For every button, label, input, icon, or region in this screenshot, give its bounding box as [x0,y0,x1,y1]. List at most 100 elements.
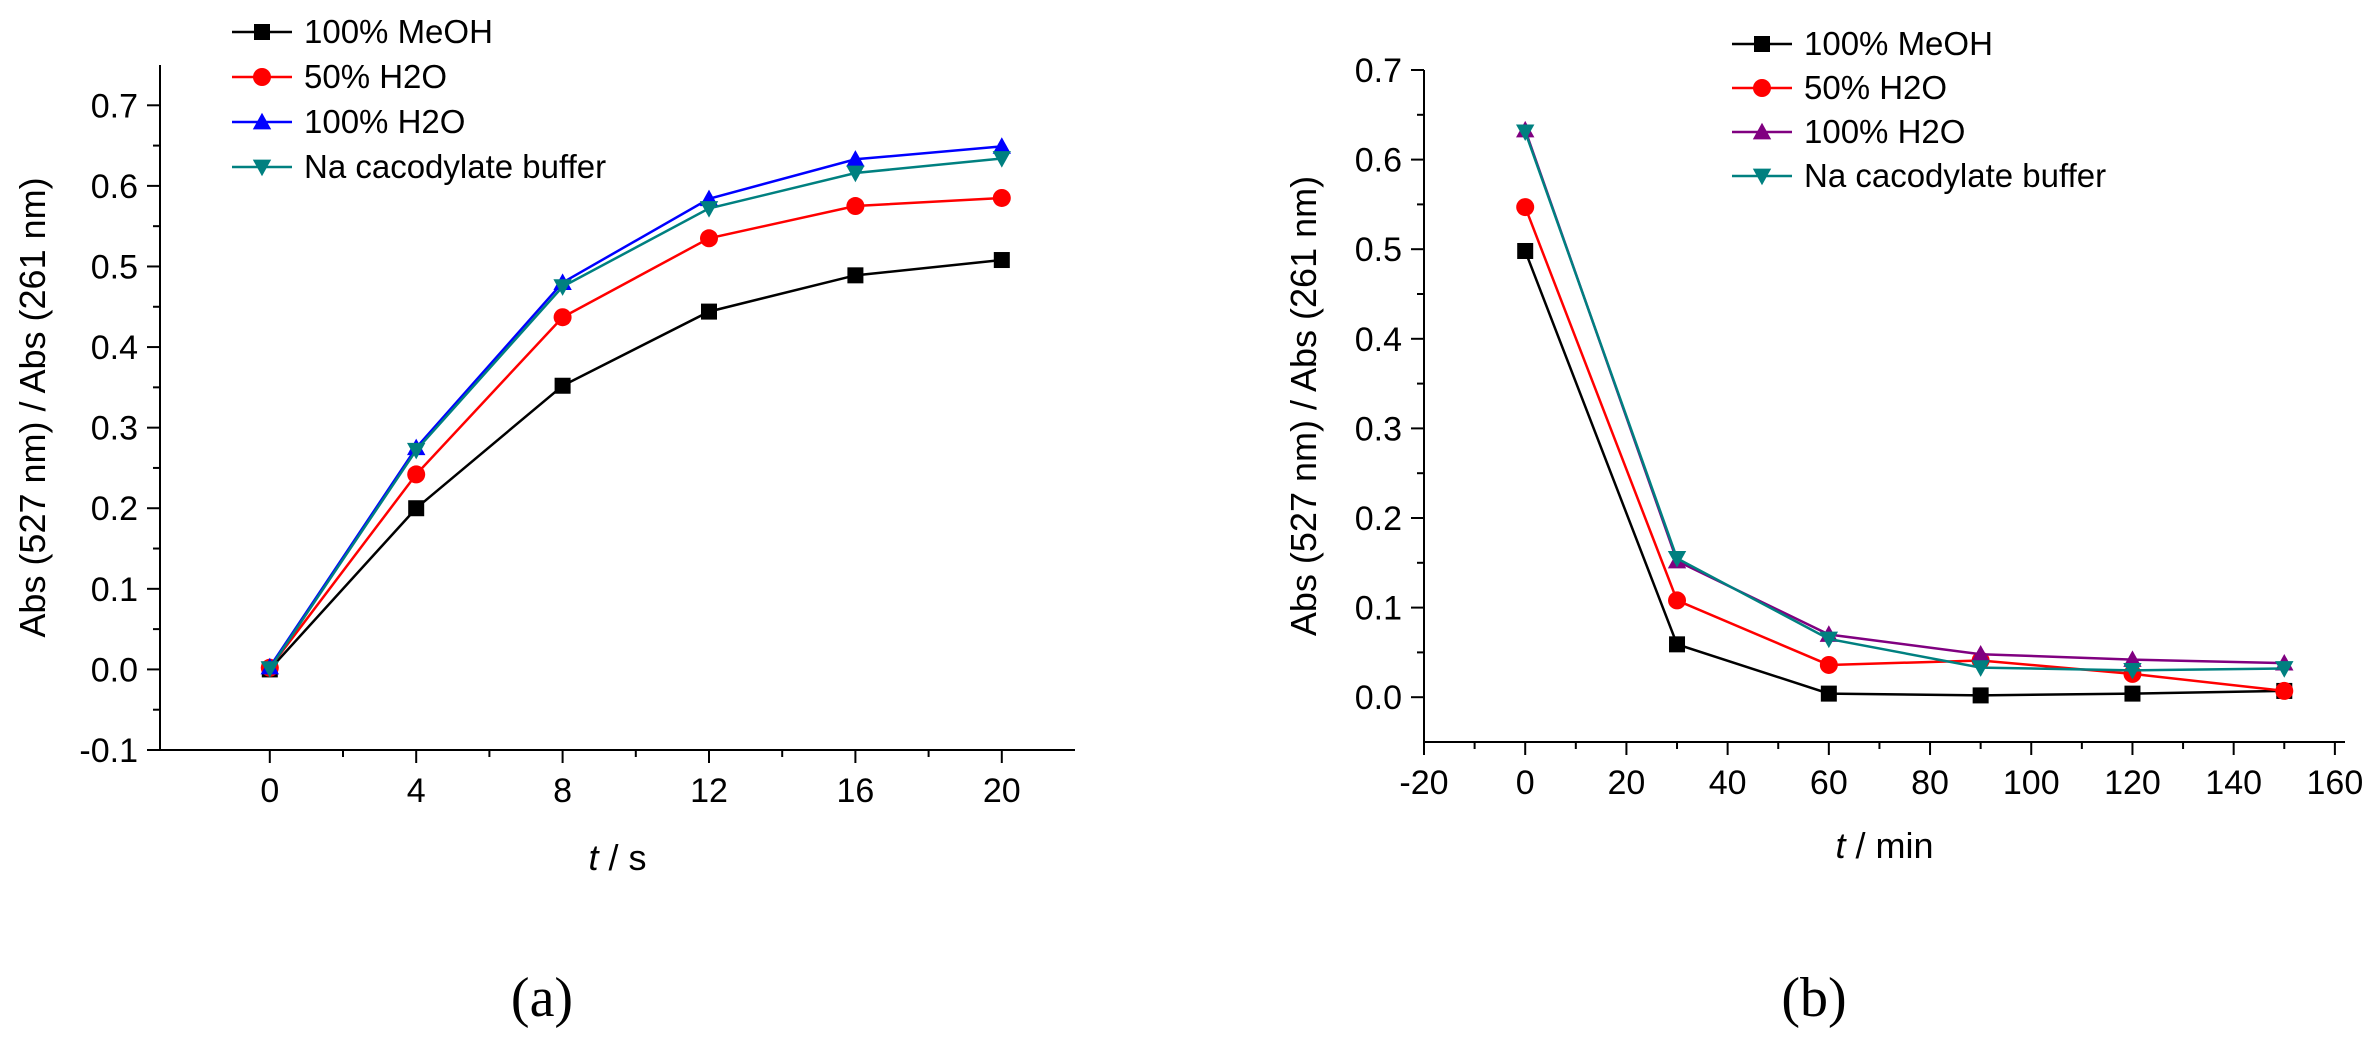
legend-marker [1753,79,1771,97]
data-point [846,165,865,183]
data-point [554,377,571,394]
x-tick-label: -20 [1399,764,1448,802]
series-line [1524,129,2285,665]
legend-marker [1754,36,1770,52]
data-point [1971,644,1990,662]
legend-label: 100% MeOH [304,13,493,50]
x-tick-label: 140 [2205,764,2262,802]
data-point [1971,660,1990,677]
x-axis-unit: / s [599,837,647,878]
x-axis-title: t / min [1835,825,1933,866]
legend-label: 50% H2O [1804,69,1947,106]
x-tick-label: 8 [553,772,572,810]
chart-a: 0 4 8 12 16 20 -0.1 0.0 0.1 0.2 0.3 0.4 0.5 0.6 0.7 t /… [12,13,1075,878]
legend-label: Na cacodylate buffer [1804,157,2106,194]
x-tick-label: 0 [1516,764,1535,802]
legend-label: 100% H2O [1804,113,1965,150]
y-axis-title: Abs (527 nm) / Abs (261 nm) [12,177,53,637]
legend-marker [254,24,270,40]
data-point [699,201,719,218]
data-point [992,137,1011,154]
data-point [1819,655,1838,674]
x-tick-label: 12 [690,772,728,810]
y-tick-label: 0.3 [1355,410,1402,448]
x-tick-label: 60 [1810,764,1848,802]
panel-label-a: (a) [511,967,573,1029]
y-tick-label: 0.0 [91,651,138,689]
series-line [268,258,1002,671]
data-point [1517,242,1534,259]
x-tick-label: 0 [260,772,279,810]
data-point [992,188,1011,207]
legend: 100% MeOH 50% H2O 100% H2O Na cacodylate bu… [1732,25,2106,194]
data-point [993,252,1010,269]
data-point [408,500,425,517]
data-point [1516,124,1535,142]
x-axis-variable: t [588,837,600,878]
panel-label-b: (b) [1781,967,1846,1029]
data-point [1516,198,1535,217]
y-tick-label: -0.1 [79,732,138,770]
series-line [268,157,1002,670]
legend-marker [1752,168,1772,186]
data-point [992,151,1011,168]
data-point [1668,591,1687,610]
x-tick-label: 100 [2003,764,2060,802]
data-point [847,267,864,284]
x-tick-label: 4 [407,772,426,810]
data-point [846,197,865,216]
y-tick-label: 0.4 [91,329,138,367]
y-tick-label: 0.2 [1355,500,1402,538]
legend-marker [252,159,272,177]
x-axis-variable: t [1835,825,1847,866]
data-point [1669,636,1686,653]
legend-marker [252,112,272,130]
x-axis-unit: / min [1846,825,1934,866]
data-point [1667,550,1687,568]
chart-b: -20 0 20 40 60 80 100 120 140 160 0.0 0.1 0.2 0.3 0.4 0… [1283,25,2363,866]
data-point [846,150,865,167]
y-tick-label: 0.3 [91,410,138,448]
data-point [700,229,718,248]
series-line [268,145,1002,668]
y-tick-label: 0.5 [1355,231,1402,269]
legend-label: Na cacodylate buffer [304,148,606,185]
y-tick-label: 0.4 [1355,321,1402,359]
data-point [2123,650,2142,667]
legend-label: 50% H2O [304,58,447,95]
y-tick-label: 0.2 [91,490,138,528]
data-point [407,442,426,460]
x-tick-label: 20 [1608,764,1646,802]
data-point [553,308,572,327]
series-line [1524,206,2285,693]
y-tick-label: 0.7 [91,87,138,125]
x-tick-label: 20 [983,772,1021,810]
x-tick-label: 160 [2307,764,2364,802]
y-tick-label: 0.0 [1355,679,1402,717]
data-point [2124,685,2141,702]
legend-marker [253,68,271,86]
data-point [1972,687,1989,704]
y-tick-label: 0.1 [1355,590,1402,628]
data-point [701,303,717,320]
series-line [1524,250,2285,697]
y-tick-label: 0.7 [1355,52,1402,90]
x-tick-label: 16 [836,772,874,810]
series-line [1524,131,2285,672]
data-point [1819,631,1839,649]
y-tick-label: 0.6 [91,168,138,206]
data-point [2275,681,2294,700]
legend-label: 100% MeOH [1804,25,1993,62]
legend: 100% MeOH 50% H2O 100% H2O Na cacodylate bu… [232,13,606,185]
x-tick-label: 120 [2104,764,2161,802]
y-tick-label: 0.1 [91,571,138,609]
y-tick-label: 0.6 [1355,142,1402,180]
data-point [260,661,279,678]
data-point [2123,662,2142,680]
legend-marker [1752,122,1772,140]
y-tick-label: 0.5 [91,248,138,286]
y-axis-title: Abs (527 nm) / Abs (261 nm) [1283,176,1324,636]
x-tick-label: 40 [1709,764,1747,802]
legend-label: 100% H2O [304,103,465,140]
